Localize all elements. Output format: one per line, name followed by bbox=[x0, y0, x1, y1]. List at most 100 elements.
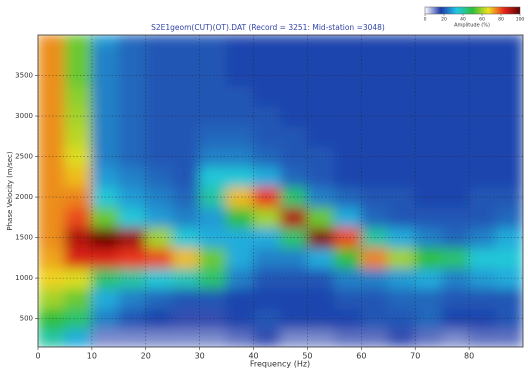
heat-cell bbox=[334, 45, 362, 66]
heat-cell bbox=[415, 247, 443, 268]
heat-cell bbox=[172, 166, 200, 187]
heat-cell bbox=[388, 35, 416, 46]
heat-cell bbox=[361, 328, 389, 347]
heat-cell bbox=[64, 166, 92, 187]
y-axis-label: Phase Velocity (m/sec) bbox=[6, 151, 14, 231]
heat-cell bbox=[415, 35, 443, 46]
heat-cell bbox=[199, 45, 227, 66]
heat-cell bbox=[442, 247, 470, 268]
heat-cell bbox=[91, 35, 119, 46]
heat-cell bbox=[172, 247, 200, 268]
heat-cell bbox=[496, 35, 524, 46]
heat-cell bbox=[388, 85, 416, 106]
heat-cell bbox=[118, 166, 146, 187]
heat-cell bbox=[280, 207, 308, 228]
heat-cell bbox=[172, 85, 200, 106]
heat-cell bbox=[280, 166, 308, 187]
x-tick-label: 60 bbox=[356, 352, 366, 361]
heat-cell bbox=[118, 126, 146, 147]
heat-cell bbox=[118, 45, 146, 66]
y-tick-label: 1000 bbox=[15, 274, 33, 282]
heat-cell bbox=[38, 126, 66, 147]
heat-cell bbox=[199, 247, 227, 268]
heat-cell bbox=[415, 166, 443, 187]
heat-cell bbox=[496, 45, 524, 66]
heat-cell bbox=[253, 45, 281, 66]
heat-cell bbox=[496, 105, 524, 126]
heat-cell bbox=[280, 328, 308, 347]
heat-cell bbox=[496, 308, 524, 329]
heat-cell bbox=[361, 166, 389, 187]
heat-cell bbox=[496, 227, 524, 248]
heat-cell bbox=[280, 85, 308, 106]
heat-cell bbox=[496, 247, 524, 268]
heat-cell bbox=[334, 328, 362, 347]
heat-cell bbox=[199, 85, 227, 106]
heat-cell bbox=[226, 146, 254, 167]
heat-cell bbox=[469, 35, 497, 46]
heat-cell bbox=[280, 288, 308, 309]
heat-cell bbox=[172, 207, 200, 228]
heat-cell bbox=[253, 207, 281, 228]
heat-cell bbox=[334, 288, 362, 309]
heat-cell bbox=[496, 207, 524, 228]
heat-cell bbox=[469, 288, 497, 309]
heat-cell bbox=[91, 166, 119, 187]
heat-cell bbox=[172, 126, 200, 147]
heat-cell bbox=[415, 126, 443, 147]
heat-cell bbox=[442, 207, 470, 228]
heat-cell bbox=[253, 85, 281, 106]
heat-cell bbox=[307, 45, 335, 66]
heat-cell bbox=[415, 45, 443, 66]
heat-cell bbox=[280, 247, 308, 268]
heat-cell bbox=[172, 288, 200, 309]
heat-cell bbox=[226, 85, 254, 106]
heat-cell bbox=[388, 328, 416, 347]
heat-cell bbox=[226, 65, 254, 86]
colorbar-tick-label: 40 bbox=[460, 17, 466, 23]
heat-cell bbox=[118, 207, 146, 228]
heat-cell bbox=[91, 126, 119, 147]
heat-cell bbox=[334, 207, 362, 228]
heat-cell bbox=[145, 146, 173, 167]
heat-cell bbox=[145, 65, 173, 86]
heat-cell bbox=[199, 126, 227, 147]
heat-cell bbox=[415, 328, 443, 347]
heat-cell bbox=[226, 227, 254, 248]
heat-cell bbox=[38, 288, 66, 309]
heat-cell bbox=[442, 35, 470, 46]
heat-cell bbox=[118, 328, 146, 347]
heat-cell bbox=[280, 126, 308, 147]
heat-cell bbox=[388, 166, 416, 187]
heat-cell bbox=[91, 45, 119, 66]
heat-cell bbox=[496, 267, 524, 288]
heat-cell bbox=[334, 126, 362, 147]
heat-cell bbox=[253, 126, 281, 147]
heat-cell bbox=[442, 45, 470, 66]
heat-cell bbox=[253, 288, 281, 309]
heat-cell bbox=[118, 35, 146, 46]
heat-cell bbox=[415, 207, 443, 228]
heat-cell bbox=[91, 85, 119, 106]
heat-cell bbox=[307, 328, 335, 347]
heat-cell bbox=[145, 105, 173, 126]
heat-cell bbox=[469, 166, 497, 187]
heat-cell bbox=[361, 207, 389, 228]
heat-cell bbox=[38, 45, 66, 66]
heat-cell bbox=[226, 288, 254, 309]
heat-cell bbox=[496, 85, 524, 106]
colorbar bbox=[425, 7, 520, 14]
heat-cell bbox=[415, 85, 443, 106]
y-tick-label: 3000 bbox=[15, 112, 33, 120]
heat-cell bbox=[91, 328, 119, 347]
heat-cell bbox=[199, 288, 227, 309]
heat-cell bbox=[172, 328, 200, 347]
colorbar-tick-label: 20 bbox=[441, 17, 447, 23]
heat-cell bbox=[145, 267, 173, 288]
x-tick-label: 10 bbox=[87, 352, 97, 361]
heat-cell bbox=[64, 45, 92, 66]
heat-cell bbox=[145, 328, 173, 347]
page: {"chart_data": { "type": "heatmap", "tit… bbox=[0, 0, 528, 370]
heat-cell bbox=[307, 126, 335, 147]
heat-cell bbox=[145, 126, 173, 147]
